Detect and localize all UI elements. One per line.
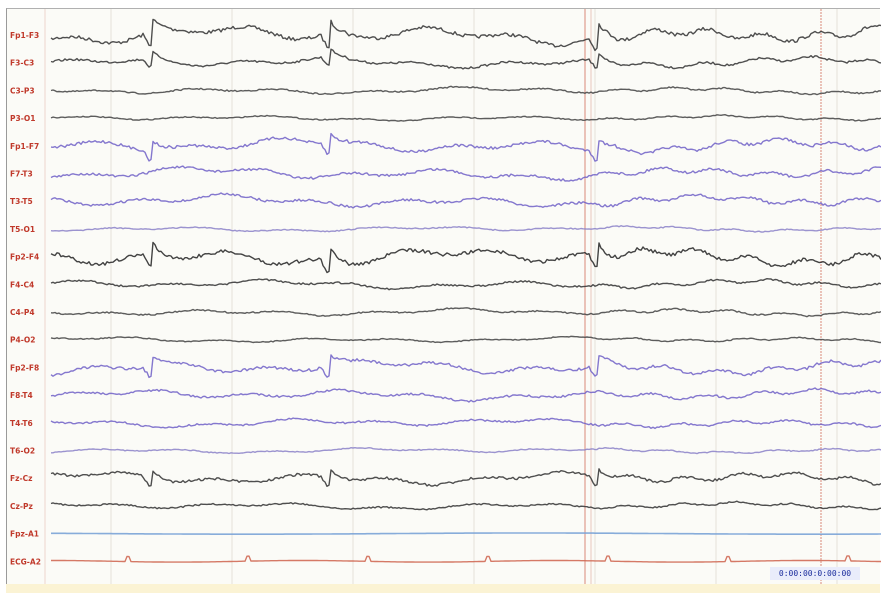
eeg-trace-f8-t4 bbox=[50, 387, 881, 403]
channel-label[interactable]: Fp2-F4 bbox=[10, 253, 39, 262]
channel-label[interactable]: ECG-A2 bbox=[10, 557, 41, 566]
channel-label[interactable]: F8-T4 bbox=[10, 391, 33, 400]
eeg-trace-f7-t3 bbox=[50, 165, 881, 182]
channel-label[interactable]: T4-T6 bbox=[10, 419, 33, 428]
eeg-trace-t4-t6 bbox=[50, 417, 881, 430]
channel-label[interactable]: C3-P3 bbox=[10, 86, 35, 95]
channel-label[interactable]: T6-O2 bbox=[10, 447, 35, 456]
time-scroll-strip[interactable] bbox=[6, 584, 880, 593]
time-readout: 0:00:00:0:00:00 bbox=[770, 567, 860, 580]
channel-label[interactable]: Fz-Cz bbox=[10, 474, 32, 483]
channel-label[interactable]: T3-T5 bbox=[10, 197, 33, 206]
eeg-trace-c3-p3 bbox=[50, 85, 881, 96]
channel-label[interactable]: P3-O1 bbox=[10, 114, 35, 123]
eeg-trace-t6-o2 bbox=[51, 447, 881, 455]
channel-label[interactable]: T5-O1 bbox=[10, 225, 35, 234]
eeg-trace-fpz-a1 bbox=[51, 532, 881, 535]
eeg-trace-f4-c4 bbox=[50, 278, 881, 291]
channel-label[interactable]: F4-C4 bbox=[10, 280, 34, 289]
eeg-trace-p4-o2 bbox=[50, 335, 881, 344]
eeg-trace-cz-pz bbox=[50, 500, 881, 511]
eeg-trace-fp1-f3 bbox=[50, 18, 881, 52]
eeg-trace-panel[interactable]: Fp1-F3 F3-C3 C3-P3 P3-O1 Fp1-F7 F7-T3 T3-T5 T5-… bbox=[6, 8, 881, 585]
channel-label[interactable]: C4-P4 bbox=[10, 308, 35, 317]
channel-label[interactable]: Fp2-F8 bbox=[10, 363, 39, 372]
eeg-trace-fp2-f8 bbox=[50, 354, 881, 379]
channel-label[interactable]: Fp1-F3 bbox=[10, 31, 39, 40]
eeg-trace-fp1-f7 bbox=[50, 132, 881, 162]
eeg-trace-fp2-f4 bbox=[50, 241, 881, 274]
eeg-trace-fz-cz bbox=[50, 468, 881, 487]
eeg-trace-t3-t5 bbox=[50, 192, 881, 209]
eeg-trace-p3-o1 bbox=[50, 114, 881, 122]
eeg-trace-canvas[interactable]: Fp1-F3 F3-C3 C3-P3 P3-O1 Fp1-F7 F7-T3 T3-T5 T5-… bbox=[7, 9, 881, 585]
channel-label[interactable]: Cz-Pz bbox=[10, 502, 33, 511]
eeg-trace-f3-c3 bbox=[50, 48, 881, 70]
channel-label[interactable]: F7-T3 bbox=[10, 170, 33, 179]
eeg-trace-c4-p4 bbox=[50, 307, 881, 318]
channel-label[interactable]: Fp1-F7 bbox=[10, 142, 39, 151]
channel-label[interactable]: P4-O2 bbox=[10, 336, 35, 345]
channel-label[interactable]: F3-C3 bbox=[10, 59, 34, 68]
eeg-trace-ecg-a2 bbox=[51, 555, 881, 563]
eeg-trace-t5-o1 bbox=[50, 225, 881, 233]
channel-label[interactable]: Fpz-A1 bbox=[10, 530, 39, 539]
